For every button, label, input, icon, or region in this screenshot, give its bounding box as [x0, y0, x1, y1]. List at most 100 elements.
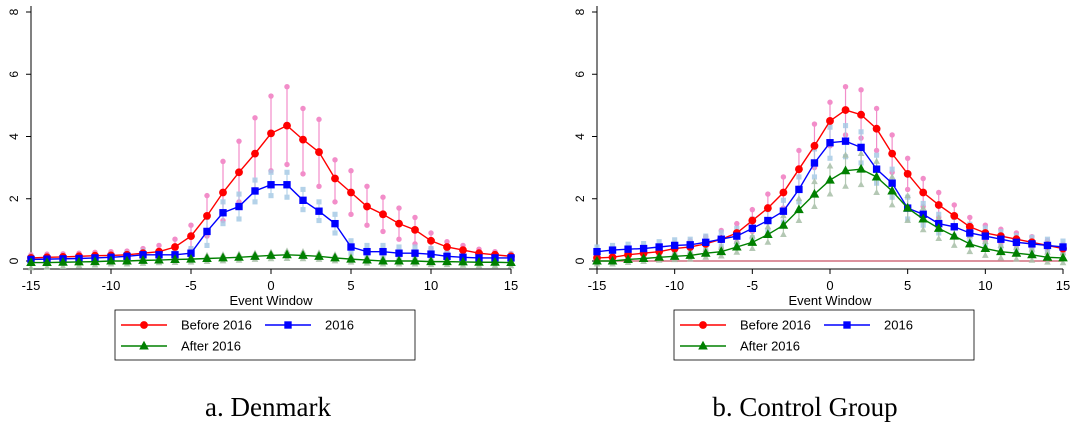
data-point [267, 129, 275, 138]
data-point [1059, 243, 1067, 251]
ci-lower-cap [873, 147, 880, 154]
ci-lower-cap [1028, 256, 1036, 263]
ci-lower-cap [316, 183, 322, 190]
data-point [506, 257, 516, 267]
legend: Before 2016 2016 After 2016 [114, 309, 416, 361]
ci-upper-cap [858, 87, 864, 93]
axes: 0 2 4 6 8 -15 -10 -5 0 5 10 15 Event Window [7, 6, 518, 308]
x-tick-label: 15 [1056, 278, 1070, 293]
data-point [778, 219, 789, 229]
data-point [315, 207, 323, 215]
ci-upper-cap [920, 175, 926, 182]
x-tick-label: 5 [904, 278, 911, 293]
data-point [362, 254, 372, 264]
data-point [700, 247, 711, 257]
series-2 [26, 249, 516, 267]
data-point [747, 237, 758, 246]
data-point [202, 253, 212, 263]
data-point [443, 243, 451, 251]
ci-upper-cap [734, 225, 740, 231]
caption-control-group: b. Control Group [712, 392, 898, 422]
ci-lower-cap [236, 216, 242, 222]
data-point [1058, 252, 1068, 262]
data-point [996, 246, 1006, 256]
x-tick-label: 5 [347, 278, 354, 293]
data-point [106, 255, 116, 265]
data-point [283, 181, 291, 189]
data-point [442, 256, 452, 266]
legend-label: Before 2016 [740, 318, 811, 333]
ci-upper-cap [842, 83, 849, 90]
y-tick-label: 6 [573, 71, 587, 78]
ci-upper-cap [920, 200, 926, 206]
data-point [623, 254, 633, 263]
ci-upper-cap [780, 197, 786, 203]
legend-item-0: Before 2016 [680, 318, 811, 333]
ci-lower-cap [332, 199, 338, 205]
panel-control-group: 0 2 4 6 8 -15 -10 -5 0 5 10 15 Event Window Before 20… [537, 0, 1073, 423]
ci-upper-cap [919, 204, 927, 211]
ci-upper-cap [316, 199, 322, 205]
data-point [593, 247, 601, 256]
x-tick-label: -10 [665, 278, 684, 293]
ci-upper-cap [188, 245, 194, 252]
ci-upper-cap [316, 116, 322, 123]
ci-upper-cap [380, 194, 386, 200]
ci-lower-cap [811, 174, 818, 180]
data-point [950, 211, 959, 220]
data-point [266, 250, 276, 259]
ci-upper-cap [795, 195, 803, 202]
data-point [410, 255, 420, 265]
ci-upper-cap [672, 237, 678, 243]
ci-lower-cap [1059, 259, 1067, 266]
data-point [1012, 238, 1021, 247]
ci-upper-cap [967, 214, 973, 221]
data-point [669, 251, 680, 260]
data-point [187, 249, 195, 257]
legend-swatch-marker [139, 340, 149, 350]
ci-upper-cap [348, 168, 354, 174]
data-point [346, 253, 356, 263]
ci-upper-cap [656, 239, 662, 245]
data-point [459, 246, 467, 255]
ci-lower-cap [300, 207, 306, 213]
ci-upper-cap [609, 242, 616, 248]
data-point [638, 253, 649, 263]
ci-upper-cap [380, 242, 386, 248]
ci-upper-cap [734, 220, 740, 227]
data-point [234, 252, 244, 261]
ci-upper-cap [827, 124, 833, 130]
ci-lower-cap [380, 228, 386, 235]
data-point [592, 255, 602, 265]
ci-upper-cap [641, 241, 647, 247]
data-point [716, 246, 727, 256]
data-point [639, 244, 648, 253]
data-point [763, 229, 773, 239]
data-point [267, 181, 275, 189]
data-point [427, 236, 435, 245]
data-point [363, 202, 371, 211]
ci-upper-cap [904, 155, 911, 162]
y-tick-label: 2 [7, 195, 21, 202]
ci-upper-cap [858, 129, 864, 135]
data-point [331, 174, 339, 183]
legend-swatch-marker [699, 321, 707, 329]
x-tick-label: -15 [588, 278, 607, 293]
data-point [1042, 252, 1053, 261]
y-tick-label: 6 [7, 71, 21, 78]
data-point [298, 250, 308, 259]
legend-item-1: 2016 [824, 318, 913, 333]
data-point [933, 223, 944, 232]
ci-upper-cap [236, 191, 242, 197]
ci-lower-cap [748, 244, 756, 251]
ci-upper-cap [780, 174, 787, 180]
ci-lower-cap [1044, 258, 1051, 265]
ci-upper-cap [268, 169, 274, 175]
ci-lower-cap [717, 252, 725, 259]
ci-lower-cap [284, 194, 290, 200]
data-point [283, 121, 291, 130]
ci-lower-cap [780, 230, 787, 237]
ci-upper-cap [236, 138, 242, 144]
data-point [857, 110, 865, 119]
